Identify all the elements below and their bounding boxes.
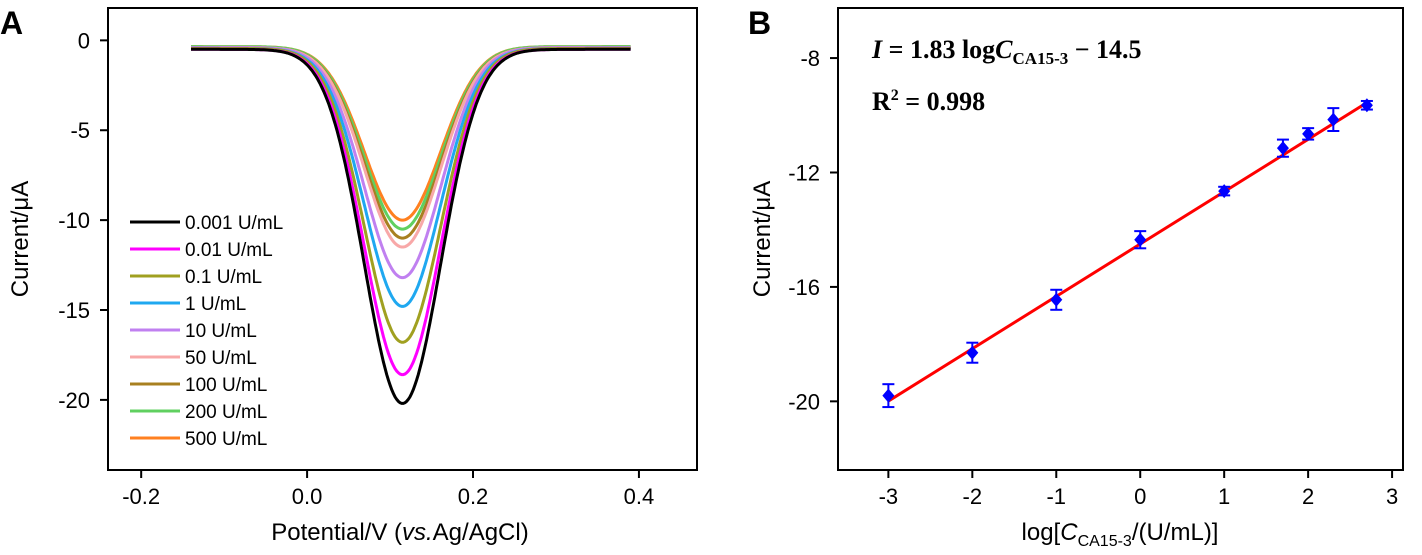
curve-500-u-ml bbox=[191, 45, 631, 222]
data-point bbox=[1360, 98, 1373, 113]
x-tick-label: 2 bbox=[1302, 484, 1314, 509]
legend-label: 500 U/mL bbox=[185, 429, 267, 450]
legend-label: 0.1 U/mL bbox=[185, 267, 262, 288]
diamond-marker bbox=[882, 388, 895, 403]
x-tick-label: -3 bbox=[879, 484, 899, 509]
curve-200-u-ml bbox=[191, 45, 631, 231]
diamond-marker bbox=[1134, 232, 1147, 247]
data-point bbox=[1050, 288, 1063, 311]
a-plot-frame bbox=[107, 7, 698, 471]
y-tick-label: -15 bbox=[58, 298, 90, 323]
b-plot-frame bbox=[837, 7, 1404, 471]
diamond-marker bbox=[1276, 141, 1289, 156]
panel-a: A 0.001 U/mL 0.01 U/mL 0.1 U/mL 1 U/mL 10 U/… bbox=[0, 5, 698, 546]
fit-line bbox=[887, 101, 1368, 403]
x-tick-label: 0.0 bbox=[292, 484, 323, 509]
data-point bbox=[1134, 230, 1147, 250]
y-tick-label: -20 bbox=[788, 389, 820, 414]
diamond-marker bbox=[1302, 126, 1315, 141]
x-tick-label: 3 bbox=[1386, 484, 1398, 509]
x-tick-label: -0.2 bbox=[122, 484, 160, 509]
panel-b-label: B bbox=[748, 5, 771, 41]
diamond-marker bbox=[1050, 292, 1063, 307]
y-tick-label: -5 bbox=[70, 118, 90, 143]
data-point bbox=[882, 383, 895, 409]
a-ticks: -0.2 0.0 0.2 0.4 0 -5 -10 -15 -20 bbox=[58, 28, 654, 509]
a-curves bbox=[191, 45, 631, 405]
b-marks bbox=[882, 98, 1373, 409]
data-point bbox=[1218, 184, 1231, 199]
panel-b: B -3 -2 -1 0 1 2 3 -8 -12 -16 -20 I = 1.83 logCCA1… bbox=[748, 5, 1404, 550]
curve-0-001-u-ml bbox=[191, 47, 631, 405]
y-tick-label: -10 bbox=[58, 208, 90, 233]
diamond-marker bbox=[1360, 98, 1373, 113]
a-y-axis-label: Current/μA bbox=[7, 181, 34, 298]
b-r-squared: R2 = 0.998 bbox=[872, 87, 985, 116]
legend-label: 100 U/mL bbox=[185, 375, 267, 396]
data-point bbox=[966, 341, 979, 364]
curve-100-u-ml bbox=[191, 46, 631, 240]
x-tick-label: 0 bbox=[1134, 484, 1146, 509]
diamond-marker bbox=[1218, 184, 1231, 199]
panel-a-label: A bbox=[0, 5, 23, 41]
a-x-axis-label: Potential/V (vs.Ag/AgCl) bbox=[271, 519, 528, 546]
y-tick-label: -20 bbox=[58, 388, 90, 413]
y-tick-label: -12 bbox=[788, 160, 820, 185]
y-tick-label: -16 bbox=[788, 275, 820, 300]
legend-label: 10 U/mL bbox=[185, 321, 257, 342]
a-legend: 0.001 U/mL 0.01 U/mL 0.1 U/mL 1 U/mL 10 U/mL… bbox=[130, 213, 283, 450]
b-y-axis-label: Current/μA bbox=[749, 181, 776, 298]
x-tick-label: 0.4 bbox=[624, 484, 655, 509]
x-tick-label: -2 bbox=[963, 484, 983, 509]
y-tick-label: -8 bbox=[800, 46, 820, 71]
diamond-marker bbox=[1327, 112, 1340, 127]
legend-label: 200 U/mL bbox=[185, 402, 267, 423]
data-point bbox=[1302, 126, 1315, 141]
legend-label: 1 U/mL bbox=[185, 294, 246, 315]
x-tick-label: 0.2 bbox=[458, 484, 489, 509]
legend-label: 0.001 U/mL bbox=[185, 213, 283, 234]
legend-label: 50 U/mL bbox=[185, 348, 257, 369]
legend-label: 0.01 U/mL bbox=[185, 240, 273, 261]
y-tick-label: 0 bbox=[78, 28, 90, 53]
x-tick-label: 1 bbox=[1218, 484, 1230, 509]
x-tick-label: -1 bbox=[1046, 484, 1066, 509]
data-point bbox=[1327, 107, 1340, 133]
data-point bbox=[1276, 138, 1289, 158]
b-ticks: -3 -2 -1 0 1 2 3 -8 -12 -16 -20 bbox=[788, 46, 1398, 509]
diamond-marker bbox=[966, 345, 979, 360]
curve-0-01-u-ml bbox=[191, 47, 631, 377]
b-equation: I = 1.83 logCCA15-3 − 14.5 bbox=[871, 35, 1142, 68]
b-x-axis-label: log[CCA15-3/(U/mL)] bbox=[1022, 519, 1219, 550]
